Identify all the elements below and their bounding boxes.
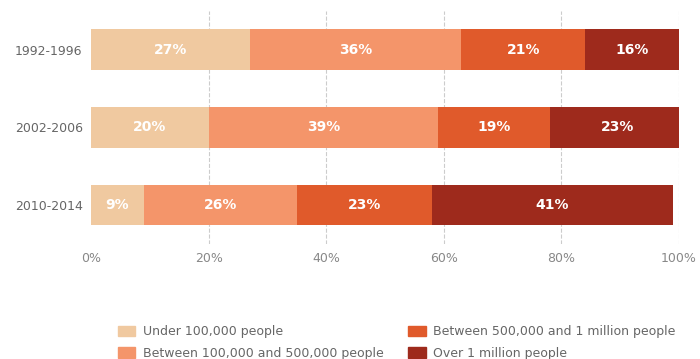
Text: 21%: 21% — [506, 43, 540, 57]
Text: 26%: 26% — [204, 198, 237, 212]
Text: 23%: 23% — [348, 198, 381, 212]
Text: 9%: 9% — [106, 198, 130, 212]
Bar — [438, 107, 550, 148]
Bar — [461, 29, 585, 70]
Text: 16%: 16% — [615, 43, 649, 57]
Legend: Under 100,000 people, Between 100,000 and 500,000 people, Between 500,000 and 1 : Under 100,000 people, Between 100,000 an… — [118, 325, 676, 359]
Bar — [209, 107, 438, 148]
Text: 39%: 39% — [307, 121, 340, 134]
Bar — [144, 185, 297, 225]
Bar — [91, 29, 250, 70]
Bar — [550, 107, 685, 148]
Text: 36%: 36% — [339, 43, 372, 57]
Text: 41%: 41% — [536, 198, 569, 212]
Text: 27%: 27% — [154, 43, 187, 57]
Bar — [250, 29, 461, 70]
Bar — [91, 185, 144, 225]
Bar — [432, 185, 673, 225]
Bar — [585, 29, 679, 70]
Text: 19%: 19% — [477, 121, 510, 134]
Bar — [91, 107, 209, 148]
Text: 23%: 23% — [601, 121, 634, 134]
Bar — [297, 185, 432, 225]
Text: 20%: 20% — [133, 121, 167, 134]
